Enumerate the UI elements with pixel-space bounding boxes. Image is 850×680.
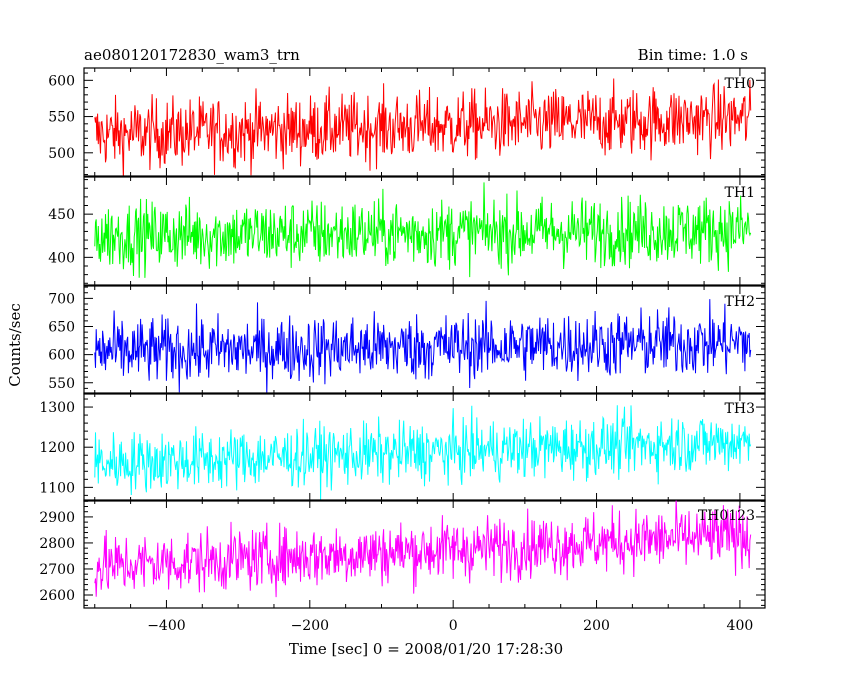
y-tick-label: 2800 bbox=[39, 536, 75, 552]
panel-th0123: 2600 2700 2800 2900 TH0123 bbox=[39, 499, 766, 609]
y-tick-label: 2700 bbox=[39, 562, 75, 578]
y-tick-label: 600 bbox=[48, 73, 75, 89]
panel-frame bbox=[83, 67, 766, 177]
x-axis: −400 −200 0 200 400 bbox=[147, 618, 753, 634]
y-tick-label: 1300 bbox=[39, 400, 75, 416]
y-tick-label: 550 bbox=[48, 376, 75, 392]
panel-frame bbox=[83, 499, 766, 609]
y-tick-label: 1100 bbox=[39, 480, 75, 496]
y-axis-label: Counts/sec bbox=[6, 303, 24, 387]
panel-label-th1: TH1 bbox=[725, 185, 755, 201]
panel-frame bbox=[83, 176, 766, 286]
panels: 500 550 600 TH0 400 450 TH1 550 600 650 700 TH2 1100… bbox=[39, 67, 766, 609]
panel-th2: 550 600 650 700 TH2 bbox=[48, 285, 766, 395]
x-tick-label: 0 bbox=[449, 618, 458, 634]
y-tick-label: 500 bbox=[48, 146, 75, 162]
y-tick-label: 400 bbox=[48, 250, 75, 266]
series-line-th1 bbox=[94, 182, 752, 278]
series-line-th2 bbox=[94, 299, 752, 394]
x-tick-label: 200 bbox=[583, 618, 610, 634]
y-tick-label: 1200 bbox=[39, 440, 75, 456]
series-line-th0 bbox=[94, 78, 752, 176]
panel-label-th0123: TH0123 bbox=[698, 508, 755, 524]
y-tick-label: 600 bbox=[48, 348, 75, 364]
y-tick-label: 650 bbox=[48, 320, 75, 336]
bin-time-label: Bin time: 1.0 s bbox=[638, 46, 748, 64]
y-tick-label: 2600 bbox=[39, 588, 75, 604]
x-tick-label: −400 bbox=[147, 618, 185, 634]
panel-label-th0: TH0 bbox=[725, 76, 755, 92]
y-tick-label: 2900 bbox=[39, 510, 75, 526]
panel-label-th3: TH3 bbox=[725, 401, 755, 417]
panel-th0: 500 550 600 TH0 bbox=[48, 67, 766, 177]
x-tick-label: −200 bbox=[291, 618, 329, 634]
panel-frame bbox=[83, 285, 766, 395]
x-axis-label: Time [sec] 0 = 2008/01/20 17:28:30 bbox=[289, 640, 563, 658]
panel-label-th2: TH2 bbox=[725, 294, 755, 310]
series-line-th0123 bbox=[94, 500, 752, 598]
y-tick-label: 700 bbox=[48, 291, 75, 307]
y-tick-label: 550 bbox=[48, 110, 75, 126]
y-tick-label: 450 bbox=[48, 207, 75, 223]
series-line-th3 bbox=[94, 405, 752, 501]
chart-title: ae080120172830_wam3_trn bbox=[84, 46, 300, 64]
x-tick-label: 400 bbox=[727, 618, 754, 634]
panel-th3: 1100 1200 1300 TH3 bbox=[39, 392, 766, 502]
panel-th1: 400 450 TH1 bbox=[48, 176, 766, 286]
